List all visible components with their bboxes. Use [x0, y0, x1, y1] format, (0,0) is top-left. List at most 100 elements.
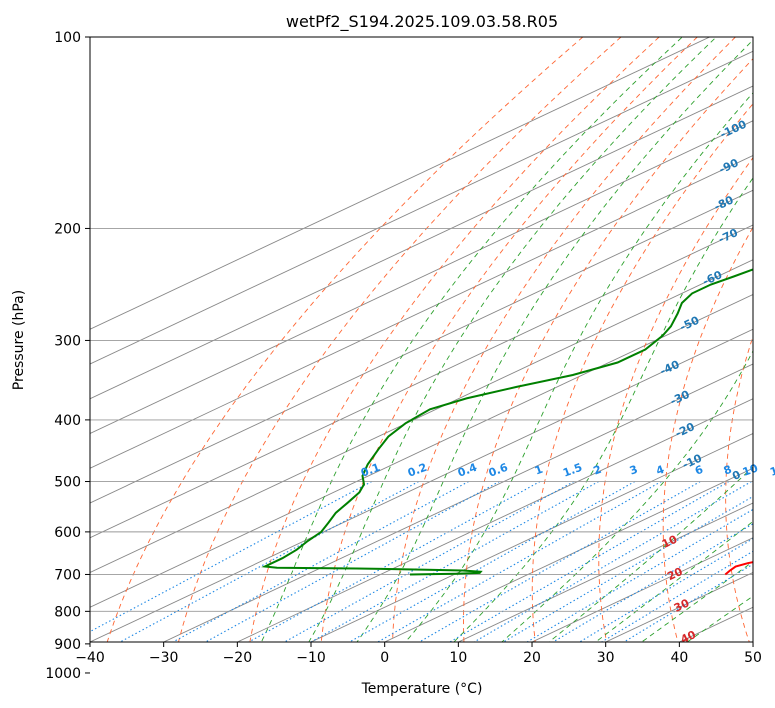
y-axis-label: Pressure (hPa): [11, 290, 27, 390]
isotherm-label: -50: [678, 314, 702, 334]
mixing-ratio-label: 4: [654, 463, 666, 478]
mixing-ratio-label: 0.4: [456, 461, 479, 480]
isotherm-label: -100: [718, 118, 749, 142]
y-tick-label: 800: [54, 604, 81, 620]
isotherm-line: [162, 363, 753, 642]
mixing-ratio-line: [578, 538, 753, 642]
mixing-ratio-line: [600, 550, 753, 642]
isotherm-label: -60: [701, 268, 725, 288]
y-tick-label: 600: [54, 525, 81, 541]
isotherm-label: -70: [716, 226, 740, 246]
isotherm-line: [90, 259, 753, 574]
dry-adiabat: [320, 37, 698, 642]
x-tick-label: 50: [744, 650, 762, 666]
isotherm-line: [90, 120, 753, 435]
y-tick-label: 500: [54, 475, 81, 491]
x-axis-label: Temperature (°C): [361, 681, 483, 697]
y-tick-label: 400: [54, 413, 81, 429]
y-tick-label: 200: [54, 221, 81, 237]
isotherm-line: [309, 433, 753, 642]
mixing-ratio-line: [348, 481, 636, 642]
isotherm-label: -30: [668, 388, 692, 408]
isotherm-line: [236, 398, 753, 642]
moist-adiabat: [260, 37, 683, 642]
mixing-ratio-line: [376, 481, 662, 642]
dry-adiabat: [249, 37, 660, 642]
isotherm-line: [90, 155, 753, 469]
isotherm-line: [678, 606, 753, 642]
data-series: [261, 268, 753, 576]
mixing-ratio-label: 6: [693, 463, 705, 478]
isotherm-label: -80: [712, 193, 736, 213]
moist-adiabat: [453, 177, 753, 642]
isotherm-line: [751, 641, 753, 642]
moist-adiabat: [501, 350, 753, 642]
mixing-ratio-line: [418, 481, 701, 642]
y-tick-label: 900: [54, 637, 81, 653]
mixing-ratio-line: [247, 481, 541, 642]
isotherm-label: -90: [717, 156, 741, 176]
dry-adiabat: [392, 37, 736, 642]
isotherm-label: 10: [660, 533, 680, 551]
mixing-ratio-line: [552, 523, 753, 642]
mixing-ratio-label: 0.2: [406, 461, 429, 480]
y-tick-label: 1000: [45, 666, 81, 682]
mixing-ratio-label: 13: [768, 461, 775, 478]
x-tick-label: 30: [597, 650, 615, 666]
dry-adiabat: [463, 58, 753, 642]
x-tick-label: −10: [296, 650, 326, 666]
isotherm-line: [604, 572, 753, 642]
moist-adiabat: [404, 92, 753, 642]
x-tick-label: 0: [380, 650, 389, 666]
x-axis-ticks: −40 −30 −20 −10 0 10 20 30 40 50: [75, 642, 762, 666]
isotherm-line: [90, 50, 753, 365]
isotherm-line: [90, 294, 753, 608]
isotherm-line: [457, 502, 753, 642]
mixing-ratio-label: 3: [628, 463, 640, 478]
y-tick-label: 700: [54, 567, 81, 583]
x-tick-label: −40: [75, 650, 105, 666]
chart-title: wetPf2_S194.2025.109.03.58.R05: [286, 12, 558, 32]
mixing-ratio-labels: 0.10.20.40.611.52346810131620253036: [359, 461, 775, 480]
isotherm-line: [90, 189, 753, 504]
mixing-ratio-label: 2: [592, 463, 604, 478]
moist-adiabat: [356, 39, 753, 642]
isotherm-label: 20: [665, 565, 685, 583]
x-tick-label: −20: [223, 650, 253, 666]
isotherm-line: [90, 37, 711, 330]
isotherm-label: 30: [672, 596, 692, 614]
mixing-ratio-line: [473, 481, 752, 642]
mixing-ratio-line: [502, 495, 753, 642]
temperature-line: [724, 561, 753, 576]
moist-adiabat: [594, 520, 753, 642]
dry-adiabat: [598, 156, 753, 642]
isotherm-line: [90, 85, 753, 400]
isotherm-line: [383, 467, 753, 642]
x-tick-label: 10: [449, 650, 467, 666]
mixing-ratio-label: 1: [533, 463, 545, 478]
mixing-ratio-label: 8: [722, 463, 734, 478]
isotherm-line: [90, 328, 753, 642]
moist-adiabat: [686, 595, 753, 642]
mixing-ratio-label: 10: [741, 461, 760, 479]
x-tick-label: 40: [670, 650, 688, 666]
mixing-ratio-label: 0.1: [359, 461, 382, 480]
mixing-ratio-line: [309, 481, 599, 642]
dry-adiabat: [106, 37, 584, 642]
y-tick-label: 100: [54, 30, 81, 46]
mixing-ratio-line: [90, 481, 372, 633]
mixing-ratio-line: [204, 481, 500, 642]
plot-frame: [89, 36, 754, 643]
dry-adiabat: [531, 103, 753, 642]
y-axis-ticks: 100 200 300 400 500 600 700 800 900 1000: [45, 30, 90, 682]
isotherm-line: [90, 224, 753, 539]
mixing-ratio-line: [118, 481, 419, 642]
isotherm-label: -20: [673, 420, 697, 440]
dewpoint-line: [261, 268, 753, 576]
isotherm-label: 40: [679, 628, 699, 646]
isotherm-line: [530, 537, 753, 642]
isotherm-label: -40: [658, 358, 682, 378]
mixing-ratio-line: [283, 481, 575, 642]
moist-adiabat: [640, 561, 753, 642]
